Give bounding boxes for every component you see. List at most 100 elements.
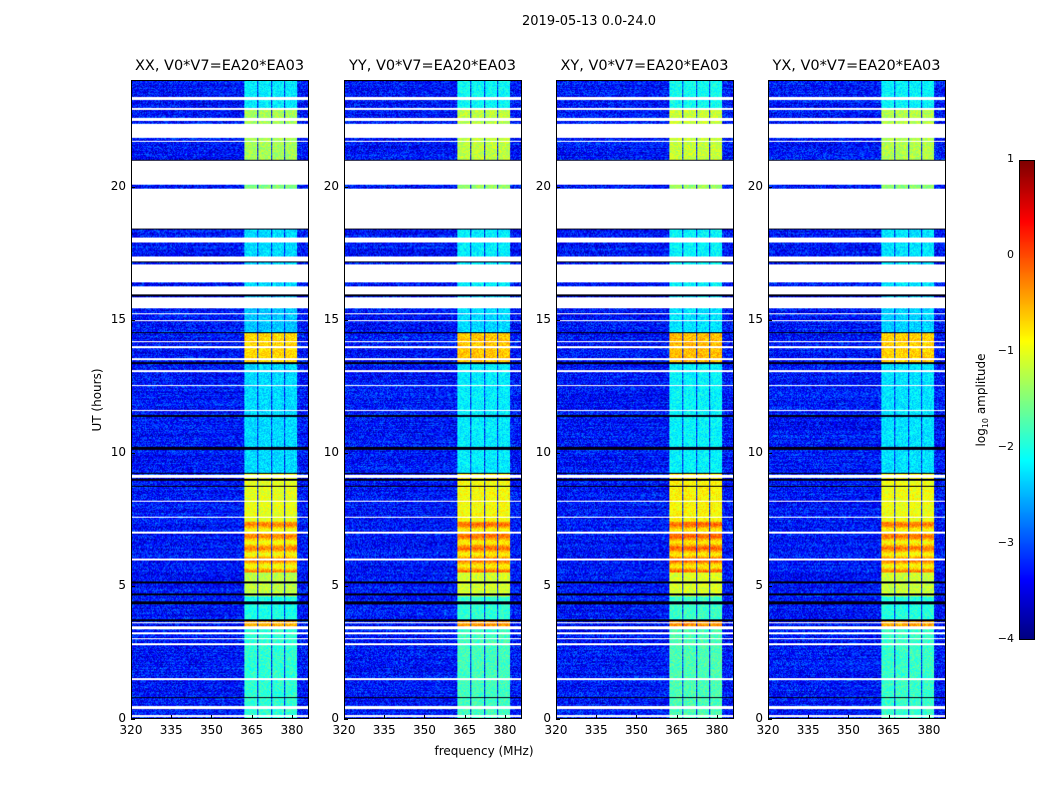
colorbar-label-amplitude: amplitude <box>973 353 988 418</box>
y-tick-label: 0 <box>118 711 126 725</box>
y-tick-mark <box>768 319 772 321</box>
x-tick-mark <box>211 715 213 719</box>
y-tick-label: 10 <box>110 444 126 459</box>
y-tick-label: 15 <box>110 311 126 326</box>
x-tick-mark <box>556 715 557 719</box>
y-tick-label: 0 <box>755 711 763 725</box>
figure-suptitle: 2019-05-13 0.0-24.0 <box>522 14 656 29</box>
y-tick-label: 20 <box>110 178 126 193</box>
y-tick-mark <box>344 585 348 587</box>
heatmap-cells <box>345 81 521 718</box>
x-tick-label: 335 <box>372 723 396 737</box>
heatmap-panel-2 <box>556 80 734 719</box>
x-tick-label: 365 <box>665 723 689 737</box>
y-tick-label: 5 <box>755 577 763 592</box>
x-tick-label: 320 <box>756 723 780 737</box>
x-tick-mark <box>768 715 769 719</box>
x-tick-label: 380 <box>705 723 729 737</box>
y-tick-label: 0 <box>331 711 339 725</box>
x-tick-label: 380 <box>493 723 517 737</box>
colorbar-tick-label: −2 <box>997 440 1014 453</box>
panel-title: XY, V0*V7=EA20*EA03 <box>560 58 729 74</box>
y-tick-mark <box>768 186 772 188</box>
x-tick-mark <box>464 715 466 719</box>
y-tick-label: 20 <box>747 178 763 193</box>
y-tick-mark <box>768 585 772 587</box>
y-tick-mark <box>556 186 560 188</box>
x-tick-mark <box>636 715 638 719</box>
x-tick-mark <box>171 715 173 719</box>
y-tick-label: 15 <box>747 311 763 326</box>
x-tick-label: 335 <box>584 723 608 737</box>
panel-title: YY, V0*V7=EA20*EA03 <box>349 58 516 74</box>
x-tick-mark <box>504 715 506 719</box>
y-tick-mark <box>131 585 135 587</box>
heatmap-panel-0 <box>131 80 309 719</box>
y-tick-mark <box>131 719 135 720</box>
x-tick-mark <box>384 715 386 719</box>
x-tick-label: 380 <box>917 723 941 737</box>
x-tick-label: 365 <box>453 723 477 737</box>
colorbar-label-base: 10 <box>981 417 991 429</box>
x-tick-label: 365 <box>240 723 264 737</box>
x-tick-mark <box>344 715 345 719</box>
x-tick-label: 350 <box>625 723 648 737</box>
x-tick-label: 380 <box>280 723 304 737</box>
x-tick-label: 365 <box>877 723 901 737</box>
x-tick-label: 320 <box>544 723 568 737</box>
y-tick-mark <box>556 585 560 587</box>
y-tick-mark <box>131 186 135 188</box>
colorbar-tick-label: −4 <box>997 632 1014 645</box>
heatmap-panel-3 <box>768 80 946 719</box>
y-tick-label: 10 <box>323 444 339 459</box>
y-tick-label: 5 <box>331 577 339 592</box>
x-tick-mark <box>424 715 426 719</box>
x-tick-label: 335 <box>159 723 183 737</box>
y-tick-mark <box>768 719 772 720</box>
y-tick-mark <box>344 719 348 720</box>
panel-title: XX, V0*V7=EA20*EA03 <box>134 58 305 74</box>
y-tick-mark <box>131 319 135 321</box>
x-tick-label: 320 <box>119 723 143 737</box>
y-tick-label: 0 <box>543 711 551 725</box>
x-tick-label: 350 <box>837 723 860 737</box>
x-tick-mark <box>291 715 293 719</box>
colorbar-label: log10 amplitude <box>974 354 990 447</box>
x-tick-mark <box>808 715 810 719</box>
x-tick-mark <box>888 715 890 719</box>
y-tick-mark <box>556 452 560 454</box>
colorbar <box>1019 160 1035 640</box>
y-tick-label: 15 <box>535 311 551 326</box>
y-axis-label: UT (hours) <box>90 368 104 432</box>
y-tick-label: 20 <box>323 178 339 193</box>
y-tick-mark <box>556 319 560 321</box>
y-tick-mark <box>344 452 348 454</box>
y-tick-mark <box>768 452 772 454</box>
y-tick-mark <box>556 719 560 720</box>
heatmap-cells <box>769 81 945 718</box>
y-tick-mark <box>131 452 135 454</box>
x-tick-mark <box>716 715 718 719</box>
colorbar-label-log: log <box>973 428 988 447</box>
x-tick-mark <box>596 715 598 719</box>
colorbar-tick-label: 1 <box>1007 152 1014 165</box>
x-tick-mark <box>131 715 132 719</box>
x-tick-label: 350 <box>413 723 436 737</box>
heatmap-panel-1 <box>344 80 522 719</box>
x-tick-label: 350 <box>200 723 223 737</box>
colorbar-tick-label: −3 <box>997 536 1014 549</box>
colorbar-tick-label: 0 <box>1007 248 1014 261</box>
y-tick-mark <box>344 319 348 321</box>
panel-title: YX, V0*V7=EA20*EA03 <box>772 58 941 74</box>
heatmap-cells <box>132 81 308 718</box>
y-tick-label: 10 <box>535 444 551 459</box>
y-tick-label: 10 <box>747 444 763 459</box>
y-tick-label: 15 <box>323 311 339 326</box>
heatmap-cells <box>557 81 733 718</box>
x-tick-mark <box>676 715 678 719</box>
colorbar-tick-label: −1 <box>997 344 1014 357</box>
x-tick-label: 335 <box>796 723 820 737</box>
x-axis-label: frequency (MHz) <box>434 744 534 758</box>
y-tick-label: 5 <box>543 577 551 592</box>
